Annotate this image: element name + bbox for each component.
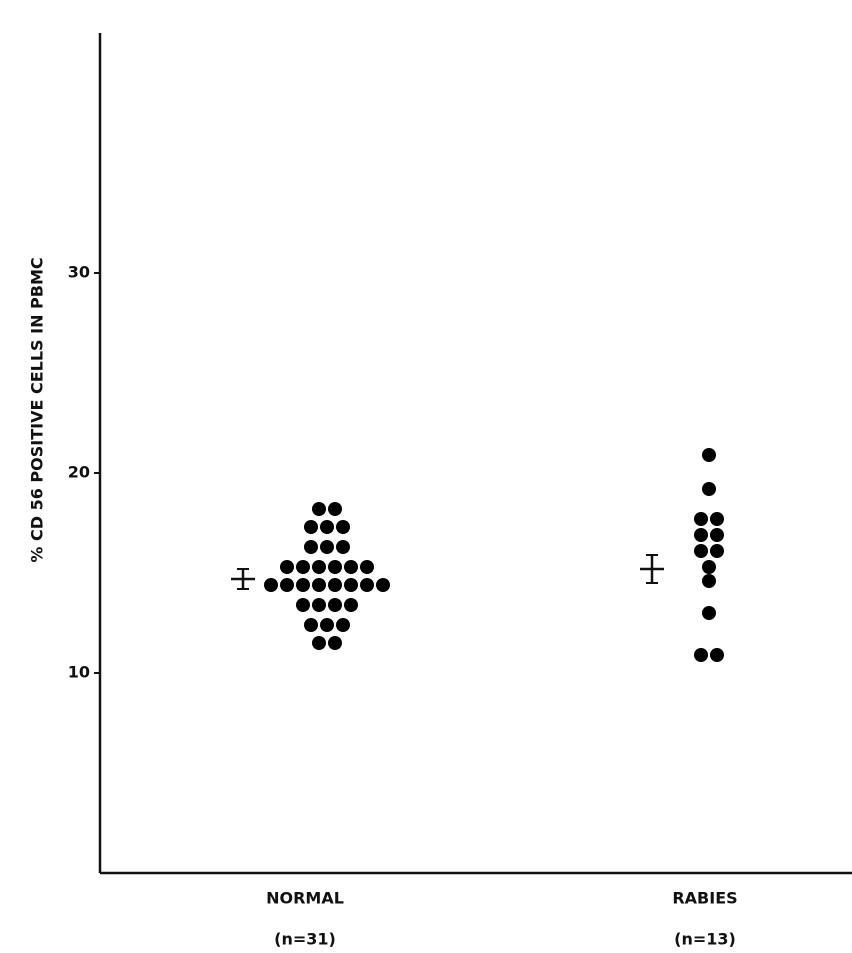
x-tick-label: RABIES	[672, 889, 737, 908]
dot	[702, 574, 716, 588]
dot	[710, 512, 724, 526]
dot	[702, 560, 716, 574]
dot	[344, 598, 358, 612]
dot	[312, 560, 326, 574]
dot	[694, 648, 708, 662]
dot	[360, 560, 374, 574]
dot	[280, 578, 294, 592]
dot	[376, 578, 390, 592]
dot	[694, 544, 708, 558]
dot	[320, 618, 334, 632]
dot	[710, 528, 724, 542]
x-sublabel: (n=13)	[674, 930, 736, 949]
dot	[710, 544, 724, 558]
dot	[328, 502, 342, 516]
dot	[320, 520, 334, 534]
y-tick-label: 20	[68, 463, 90, 482]
dot	[694, 528, 708, 542]
x-sublabel: (n=31)	[274, 930, 336, 949]
dot	[344, 578, 358, 592]
dot	[320, 540, 334, 554]
dot	[344, 560, 358, 574]
dot	[336, 540, 350, 554]
dot	[336, 520, 350, 534]
dot	[328, 636, 342, 650]
dot	[296, 560, 310, 574]
y-tick-label: 10	[68, 663, 90, 682]
dot	[328, 598, 342, 612]
dot	[280, 560, 294, 574]
dot	[304, 520, 318, 534]
dot	[304, 618, 318, 632]
dot	[296, 598, 310, 612]
chart: % CD 56 POSITIVE CELLS IN PBMC 10 20 30 NOR…	[0, 0, 852, 953]
dot	[702, 448, 716, 462]
dot	[264, 578, 278, 592]
y-axis-label: % CD 56 POSITIVE CELLS IN PBMC	[28, 257, 47, 562]
dot	[328, 578, 342, 592]
dot	[702, 606, 716, 620]
dot	[710, 648, 724, 662]
dot	[312, 636, 326, 650]
dot	[360, 578, 374, 592]
dot	[312, 578, 326, 592]
dot	[312, 502, 326, 516]
x-tick-label: NORMAL	[266, 889, 344, 908]
dot	[336, 618, 350, 632]
dot	[312, 598, 326, 612]
dot	[296, 578, 310, 592]
dot	[694, 512, 708, 526]
y-tick-label: 30	[68, 263, 90, 282]
dot	[328, 560, 342, 574]
dot	[702, 482, 716, 496]
dot	[304, 540, 318, 554]
